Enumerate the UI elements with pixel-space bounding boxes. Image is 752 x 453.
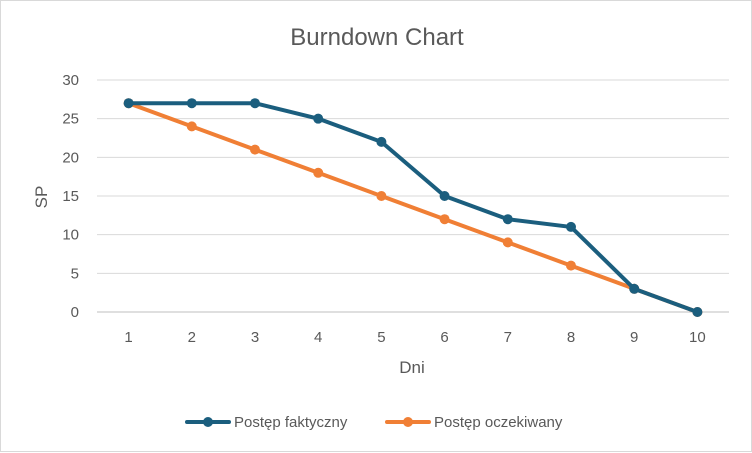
x-tick-label: 8 — [567, 329, 575, 346]
y-tick-label: 0 — [71, 304, 79, 321]
series-group — [123, 98, 703, 317]
data-point-actual — [250, 98, 260, 109]
y-tick-label: 10 — [62, 227, 79, 244]
data-point-actual — [692, 307, 703, 317]
series-line-expected — [126, 101, 700, 314]
data-point-actual — [313, 113, 324, 124]
y-tick-label: 5 — [71, 265, 79, 282]
x-tick-label: 2 — [188, 329, 196, 346]
y-tick-label: 25 — [62, 111, 79, 128]
gridlines — [97, 79, 729, 313]
x-tick-label: 3 — [251, 329, 259, 346]
x-axis-label: Dni — [399, 358, 425, 377]
legend-label-expected: Postęp oczekiwany — [434, 414, 563, 431]
x-tick-label: 7 — [504, 329, 512, 346]
data-point-expected — [439, 214, 450, 225]
y-axis-label: SP — [32, 186, 51, 209]
series-line-actual — [126, 101, 700, 314]
data-point-actual — [376, 136, 387, 147]
data-point-expected — [250, 144, 260, 155]
legend-label-actual: Postęp faktyczny — [234, 414, 348, 431]
data-point-expected — [186, 121, 197, 132]
data-point-actual — [502, 214, 513, 225]
data-point-expected — [313, 167, 324, 178]
data-point-expected — [566, 260, 576, 271]
data-point-actual — [186, 98, 197, 109]
data-point-expected — [502, 237, 513, 248]
legend-marker-expected — [403, 417, 413, 427]
data-point-actual — [566, 221, 576, 232]
y-tick-label: 15 — [62, 188, 79, 205]
chart-title: Burndown Chart — [290, 24, 464, 51]
x-tick-label: 9 — [630, 329, 638, 346]
legend: Postęp faktyczny Postęp oczekiwany — [185, 414, 563, 431]
x-tick-label: 4 — [314, 329, 322, 346]
y-tick-label: 20 — [62, 149, 79, 166]
legend-marker-actual — [203, 417, 213, 427]
x-tick-label: 5 — [377, 329, 385, 346]
y-tick-label: 30 — [62, 72, 79, 89]
data-point-expected — [376, 191, 387, 201]
y-tick-labels: 0 5 10 15 20 25 30 — [62, 72, 79, 321]
x-tick-label: 6 — [440, 329, 448, 346]
x-tick-label: 1 — [124, 329, 132, 346]
data-point-actual — [123, 98, 134, 109]
data-point-actual — [629, 283, 640, 294]
data-point-actual — [439, 191, 450, 201]
x-tick-label: 10 — [689, 329, 706, 346]
x-tick-labels: 1 2 3 4 5 6 7 8 9 10 — [124, 329, 705, 346]
